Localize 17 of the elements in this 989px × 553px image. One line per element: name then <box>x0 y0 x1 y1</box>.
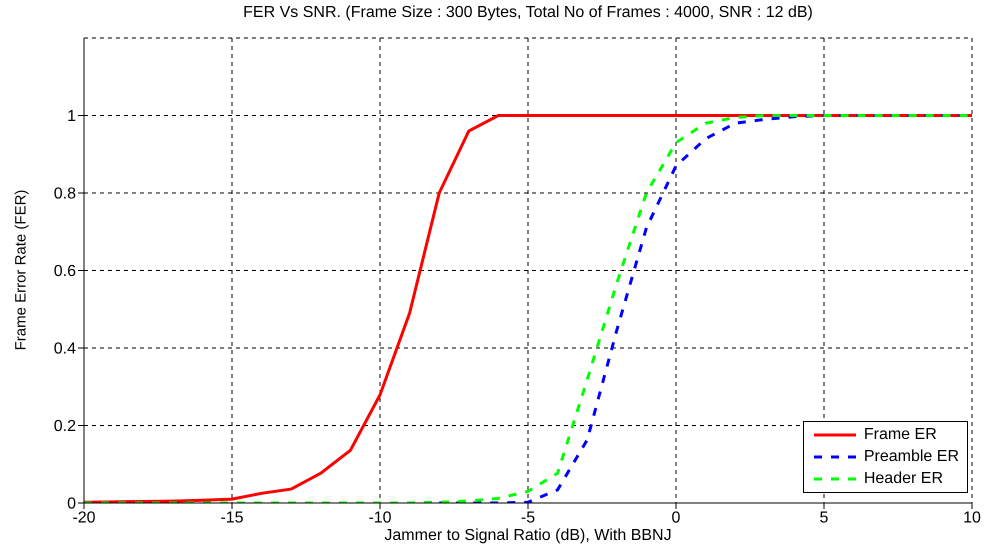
y-tick-label: 0.4 <box>54 340 76 358</box>
x-tick-label: 10 <box>963 509 981 526</box>
legend-label: Frame ER <box>864 426 937 444</box>
x-tick-label: -15 <box>220 509 244 526</box>
y-tick-label: 1 <box>67 108 76 126</box>
x-tick-label: -10 <box>368 509 392 526</box>
y-axis-title: Frame Error Rate (FER) <box>12 190 30 350</box>
y-tick-label: 0.6 <box>54 263 76 280</box>
y-tick-label: 0.2 <box>54 418 76 436</box>
y-tick-label: 0.8 <box>54 186 76 203</box>
chart-title: FER Vs SNR. (Frame Size : 300 Bytes, Total No of Frames : 4000, SNR : 12 dB) <box>242 4 814 22</box>
x-axis-title: Jammer to Signal Ratio (dB), With BBNJ <box>383 527 673 545</box>
x-tick-label: -5 <box>520 509 536 526</box>
legend-label: Preamble ER <box>864 448 959 466</box>
x-tick-label: 5 <box>820 509 829 526</box>
legend-label: Header ER <box>864 470 943 488</box>
x-tick-label: 0 <box>672 509 681 526</box>
